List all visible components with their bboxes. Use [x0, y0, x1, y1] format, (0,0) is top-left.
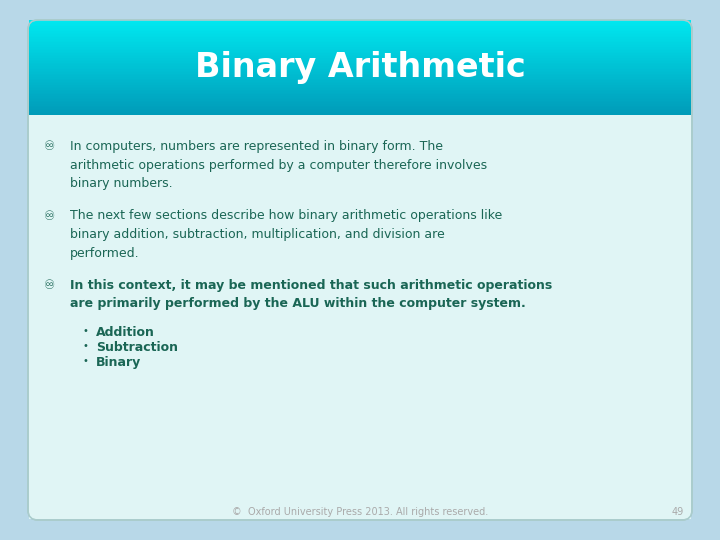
Text: ©  Oxford University Press 2013. All rights reserved.: © Oxford University Press 2013. All righ… [232, 507, 488, 517]
Bar [29, 22, 691, 24]
Bar [29, 66, 691, 69]
Bar [29, 55, 691, 57]
Bar [29, 61, 691, 64]
Bar [29, 26, 691, 29]
Bar [29, 45, 691, 48]
Text: ♾: ♾ [44, 140, 55, 153]
Bar [29, 96, 691, 99]
Text: Subtraction: Subtraction [96, 341, 178, 354]
Bar [29, 72, 691, 75]
Bar [29, 71, 691, 73]
Bar [29, 83, 691, 86]
Text: •: • [82, 341, 88, 351]
Bar [29, 105, 691, 108]
Bar [29, 101, 691, 103]
Bar [29, 56, 691, 59]
Text: ♾: ♾ [44, 210, 55, 222]
Bar [29, 88, 691, 91]
Bar [29, 76, 691, 78]
Text: The next few sections describe how binary arithmetic operations like
binary addi: The next few sections describe how binar… [70, 210, 503, 260]
Bar [29, 77, 691, 79]
Text: 49: 49 [672, 507, 684, 517]
Text: Binary Arithmetic: Binary Arithmetic [194, 51, 526, 84]
Bar [29, 93, 691, 96]
Bar [29, 115, 691, 519]
Bar [29, 91, 691, 94]
Bar [29, 59, 691, 62]
Bar [29, 74, 691, 77]
Text: •: • [82, 326, 88, 336]
Bar [29, 110, 691, 113]
Bar [29, 31, 691, 33]
Bar [29, 20, 691, 23]
Bar [29, 39, 691, 42]
Bar [29, 44, 691, 46]
Bar [29, 52, 691, 54]
Bar [29, 63, 691, 65]
Bar [29, 30, 691, 32]
Bar [29, 49, 691, 51]
Bar [29, 28, 691, 30]
Bar [29, 82, 691, 84]
Bar [29, 112, 691, 114]
Bar [29, 23, 691, 26]
Bar [29, 98, 691, 100]
Bar [29, 40, 691, 43]
Text: In this context, it may be mentioned that such arithmetic operations
are primari: In this context, it may be mentioned tha… [70, 279, 552, 310]
Text: •: • [82, 356, 88, 366]
Bar [29, 50, 691, 53]
Bar [29, 113, 691, 116]
Bar [29, 94, 691, 97]
Bar [29, 37, 691, 40]
Bar [29, 64, 691, 67]
Bar [29, 104, 691, 106]
Bar [29, 42, 691, 45]
Text: In computers, numbers are represented in binary form. The
arithmetic operations : In computers, numbers are represented in… [70, 140, 487, 190]
Bar [29, 103, 691, 105]
Bar [29, 90, 691, 92]
Text: Addition: Addition [96, 326, 155, 339]
Text: Binary: Binary [96, 356, 141, 369]
Text: ♾: ♾ [44, 279, 55, 292]
Bar [29, 58, 691, 60]
Bar [29, 25, 691, 28]
Bar [29, 79, 691, 81]
Bar [29, 34, 691, 37]
FancyBboxPatch shape [28, 20, 692, 520]
Bar [29, 107, 691, 110]
Bar [29, 80, 691, 83]
Bar [29, 47, 691, 50]
Bar [29, 53, 691, 56]
Bar [29, 36, 691, 38]
Bar [29, 32, 691, 35]
Bar [29, 86, 691, 89]
Bar [29, 85, 691, 87]
Bar [29, 99, 691, 102]
Bar [29, 68, 691, 70]
Bar [29, 69, 691, 72]
Bar [29, 109, 691, 111]
